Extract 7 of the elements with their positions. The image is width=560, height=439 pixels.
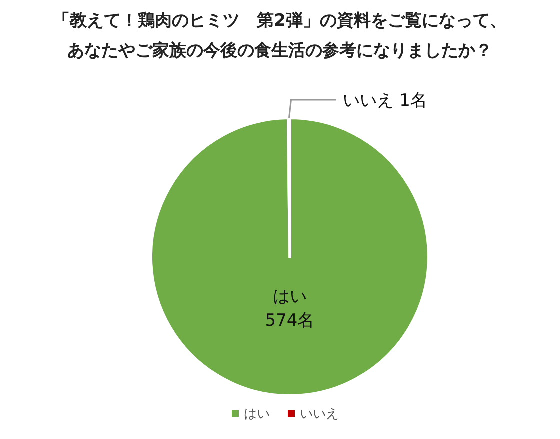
slice-label: はい — [273, 287, 307, 307]
pie-slice — [150, 116, 430, 398]
chart-title: 「教えて！鶏肉のヒミツ 第2弾」の資料をご覧になって、あなたやご家族の今後の食生活の参考になりましたか？ — [53, 11, 507, 61]
legend-label: はい — [244, 407, 270, 422]
data-label: 574名 — [265, 311, 315, 331]
category-label: いいえ 1名 — [343, 91, 428, 111]
legend-label: いいえ — [300, 407, 339, 422]
